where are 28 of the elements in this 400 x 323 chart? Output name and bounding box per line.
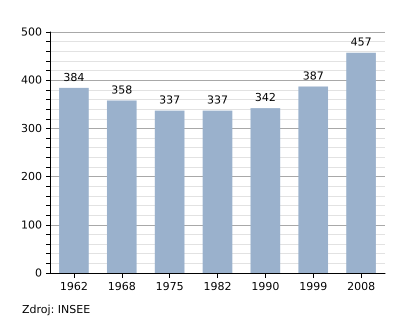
- y-tick-label: 100: [21, 218, 42, 232]
- data-label: 358: [111, 83, 132, 96]
- x-tick-label: 1962: [60, 280, 88, 293]
- x-tick-label: 1990: [251, 280, 280, 293]
- x-tick-label: 1975: [156, 280, 184, 293]
- data-label: 342: [254, 91, 276, 104]
- bar: [106, 100, 137, 273]
- data-label: 457: [350, 36, 372, 49]
- bar: [250, 108, 280, 273]
- bar: [346, 52, 376, 273]
- y-tick-label: 200: [21, 170, 42, 184]
- y-tick-label: 0: [35, 266, 42, 280]
- bar: [298, 86, 328, 273]
- x-tick-label: 1982: [204, 280, 232, 293]
- y-tick-label: 400: [21, 74, 42, 87]
- bar: [154, 110, 184, 273]
- bar: [202, 110, 232, 273]
- x-tick-label: 1968: [108, 280, 136, 293]
- y-tick-label: 300: [21, 122, 42, 135]
- bar: [59, 88, 89, 273]
- data-label: 387: [302, 69, 324, 82]
- data-label: 337: [207, 94, 228, 107]
- x-tick-label: 1999: [299, 280, 328, 293]
- x-tick-label: 2008: [347, 280, 376, 293]
- data-label: 384: [63, 70, 84, 84]
- text: Zdroj: INSEE: [22, 303, 90, 316]
- data-label: 337: [159, 94, 180, 107]
- y-tick-label: 500: [21, 26, 42, 38]
